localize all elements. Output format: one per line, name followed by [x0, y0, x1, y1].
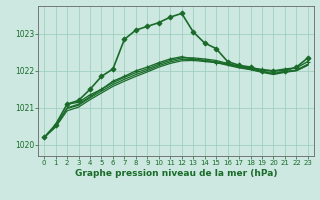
- X-axis label: Graphe pression niveau de la mer (hPa): Graphe pression niveau de la mer (hPa): [75, 169, 277, 178]
